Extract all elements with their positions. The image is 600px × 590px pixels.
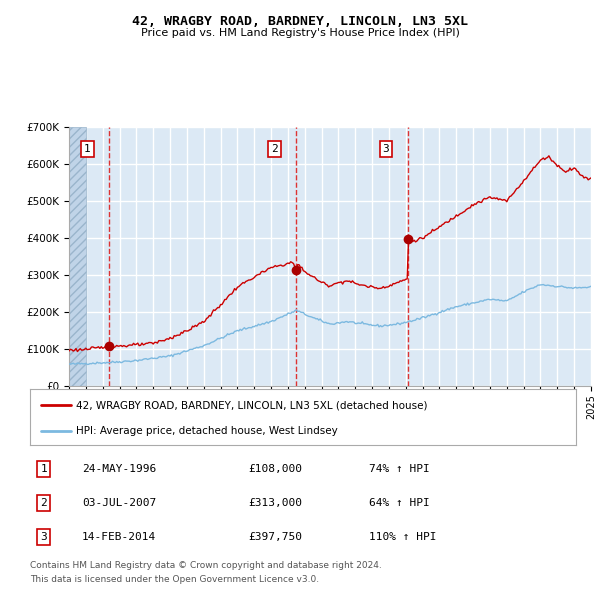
Text: 1: 1 (84, 144, 91, 154)
Text: HPI: Average price, detached house, West Lindsey: HPI: Average price, detached house, West… (76, 427, 338, 437)
Bar (69, 127, 86, 386)
Text: 2: 2 (40, 498, 47, 508)
Text: £313,000: £313,000 (248, 498, 302, 508)
Text: 3: 3 (40, 532, 47, 542)
Text: 24-MAY-1996: 24-MAY-1996 (82, 464, 156, 474)
Text: £108,000: £108,000 (248, 464, 302, 474)
Text: This data is licensed under the Open Government Licence v3.0.: This data is licensed under the Open Gov… (30, 575, 319, 584)
Text: 14-FEB-2014: 14-FEB-2014 (82, 532, 156, 542)
Text: 74% ↑ HPI: 74% ↑ HPI (368, 464, 429, 474)
Text: 2: 2 (271, 144, 278, 154)
Text: 110% ↑ HPI: 110% ↑ HPI (368, 532, 436, 542)
Text: 64% ↑ HPI: 64% ↑ HPI (368, 498, 429, 508)
Text: £397,750: £397,750 (248, 532, 302, 542)
Text: 3: 3 (383, 144, 389, 154)
Text: 03-JUL-2007: 03-JUL-2007 (82, 498, 156, 508)
Text: Contains HM Land Registry data © Crown copyright and database right 2024.: Contains HM Land Registry data © Crown c… (30, 560, 382, 569)
Text: 42, WRAGBY ROAD, BARDNEY, LINCOLN, LN3 5XL: 42, WRAGBY ROAD, BARDNEY, LINCOLN, LN3 5… (132, 15, 468, 28)
Text: Price paid vs. HM Land Registry's House Price Index (HPI): Price paid vs. HM Land Registry's House … (140, 28, 460, 38)
Text: 42, WRAGBY ROAD, BARDNEY, LINCOLN, LN3 5XL (detached house): 42, WRAGBY ROAD, BARDNEY, LINCOLN, LN3 5… (76, 400, 428, 410)
Text: 1: 1 (40, 464, 47, 474)
